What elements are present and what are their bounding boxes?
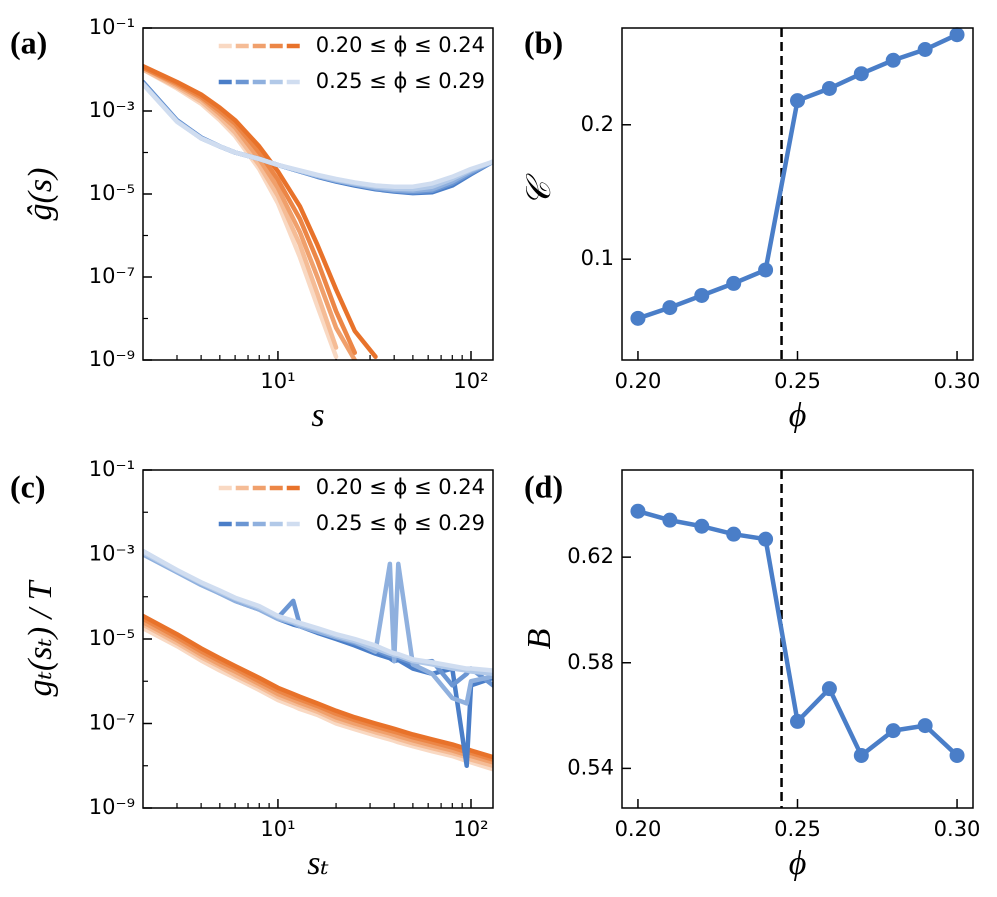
data-point [630,503,646,519]
axes-frame [142,27,494,361]
data-point [853,66,869,82]
panel-label: (a) [10,24,47,60]
y-tick-label: 0.54 [567,755,614,779]
data-line [635,32,960,321]
axes-frame [621,469,974,809]
data-point [885,723,901,739]
legend-label: 0.25 ≤ ϕ ≤ 0.29 [316,511,485,535]
data-point [917,718,933,734]
data-point [630,310,646,326]
y-tick-label: 10⁻¹ [89,15,135,39]
data-point [758,262,774,278]
x-tick-label: 0.30 [934,369,981,393]
x-axis-label: ϕ [789,845,807,882]
x-axis-label: sₜ [307,845,329,882]
x-axis-label: ϕ [789,397,807,434]
x-tick-label: 0.20 [615,817,662,841]
data-line [143,619,493,765]
y-tick-label: 0.62 [567,544,614,568]
axes-frame [142,469,494,809]
data-point [790,713,805,729]
panel-label: (c) [10,468,46,504]
x-tick-label: 10¹ [260,369,295,393]
data-point [758,531,774,547]
y-tick-label: 10⁻¹ [89,457,135,481]
legend-label: 0.20 ≤ ϕ ≤ 0.24 [316,33,485,57]
y-tick-label: 10⁻⁷ [89,264,135,288]
data-line [143,622,493,768]
y-axis-label: gₜ(sₜ) / T [22,579,59,696]
y-tick-label: 10⁻⁵ [89,181,135,205]
data-point [949,27,965,43]
data-line [143,82,493,189]
x-tick-label: 0.20 [615,369,662,393]
data-point [821,80,837,96]
axes-frame [621,27,974,361]
y-tick-label: 10⁻³ [89,98,135,122]
data-point [949,747,965,763]
data-line [143,613,493,760]
x-tick-label: 0.25 [774,817,821,841]
data-line [143,63,378,359]
y-tick-label: 0.1 [581,246,614,270]
legend-label: 0.25 ≤ ϕ ≤ 0.29 [316,69,485,93]
y-tick-label: 10⁻⁹ [89,347,135,371]
x-tick-label: 10¹ [260,817,295,841]
data-point [853,747,869,763]
y-axis-label: ĝ(s) [22,168,59,221]
x-axis-label: s [311,397,324,434]
data-line [143,548,493,673]
panel-label: (b) [524,24,563,60]
y-axis-label: 𝒞 [521,172,558,206]
panel-label: (d) [524,468,563,504]
y-tick-label: 10⁻³ [89,542,135,566]
x-tick-label: 10² [453,817,488,841]
data-point [694,518,710,534]
data-point [662,300,678,316]
data-line [143,625,493,772]
data-point [917,42,933,58]
data-point [726,275,742,291]
x-tick-label: 0.30 [934,817,981,841]
y-tick-label: 0.58 [567,650,614,674]
data-point [885,52,901,68]
y-tick-label: 0.2 [581,112,614,136]
y-tick-label: 10⁻⁹ [89,795,135,819]
y-tick-label: 10⁻⁷ [89,711,135,735]
data-line [143,616,493,762]
x-tick-label: 0.25 [774,369,821,393]
y-axis-label: B [521,628,558,649]
x-tick-label: 10² [453,369,488,393]
y-tick-label: 10⁻⁵ [89,626,135,650]
legend-label: 0.20 ≤ ϕ ≤ 0.24 [316,475,485,499]
data-point [726,526,742,542]
data-point [694,287,710,303]
data-point [790,93,805,109]
data-point [662,512,678,528]
data-point [821,681,837,697]
